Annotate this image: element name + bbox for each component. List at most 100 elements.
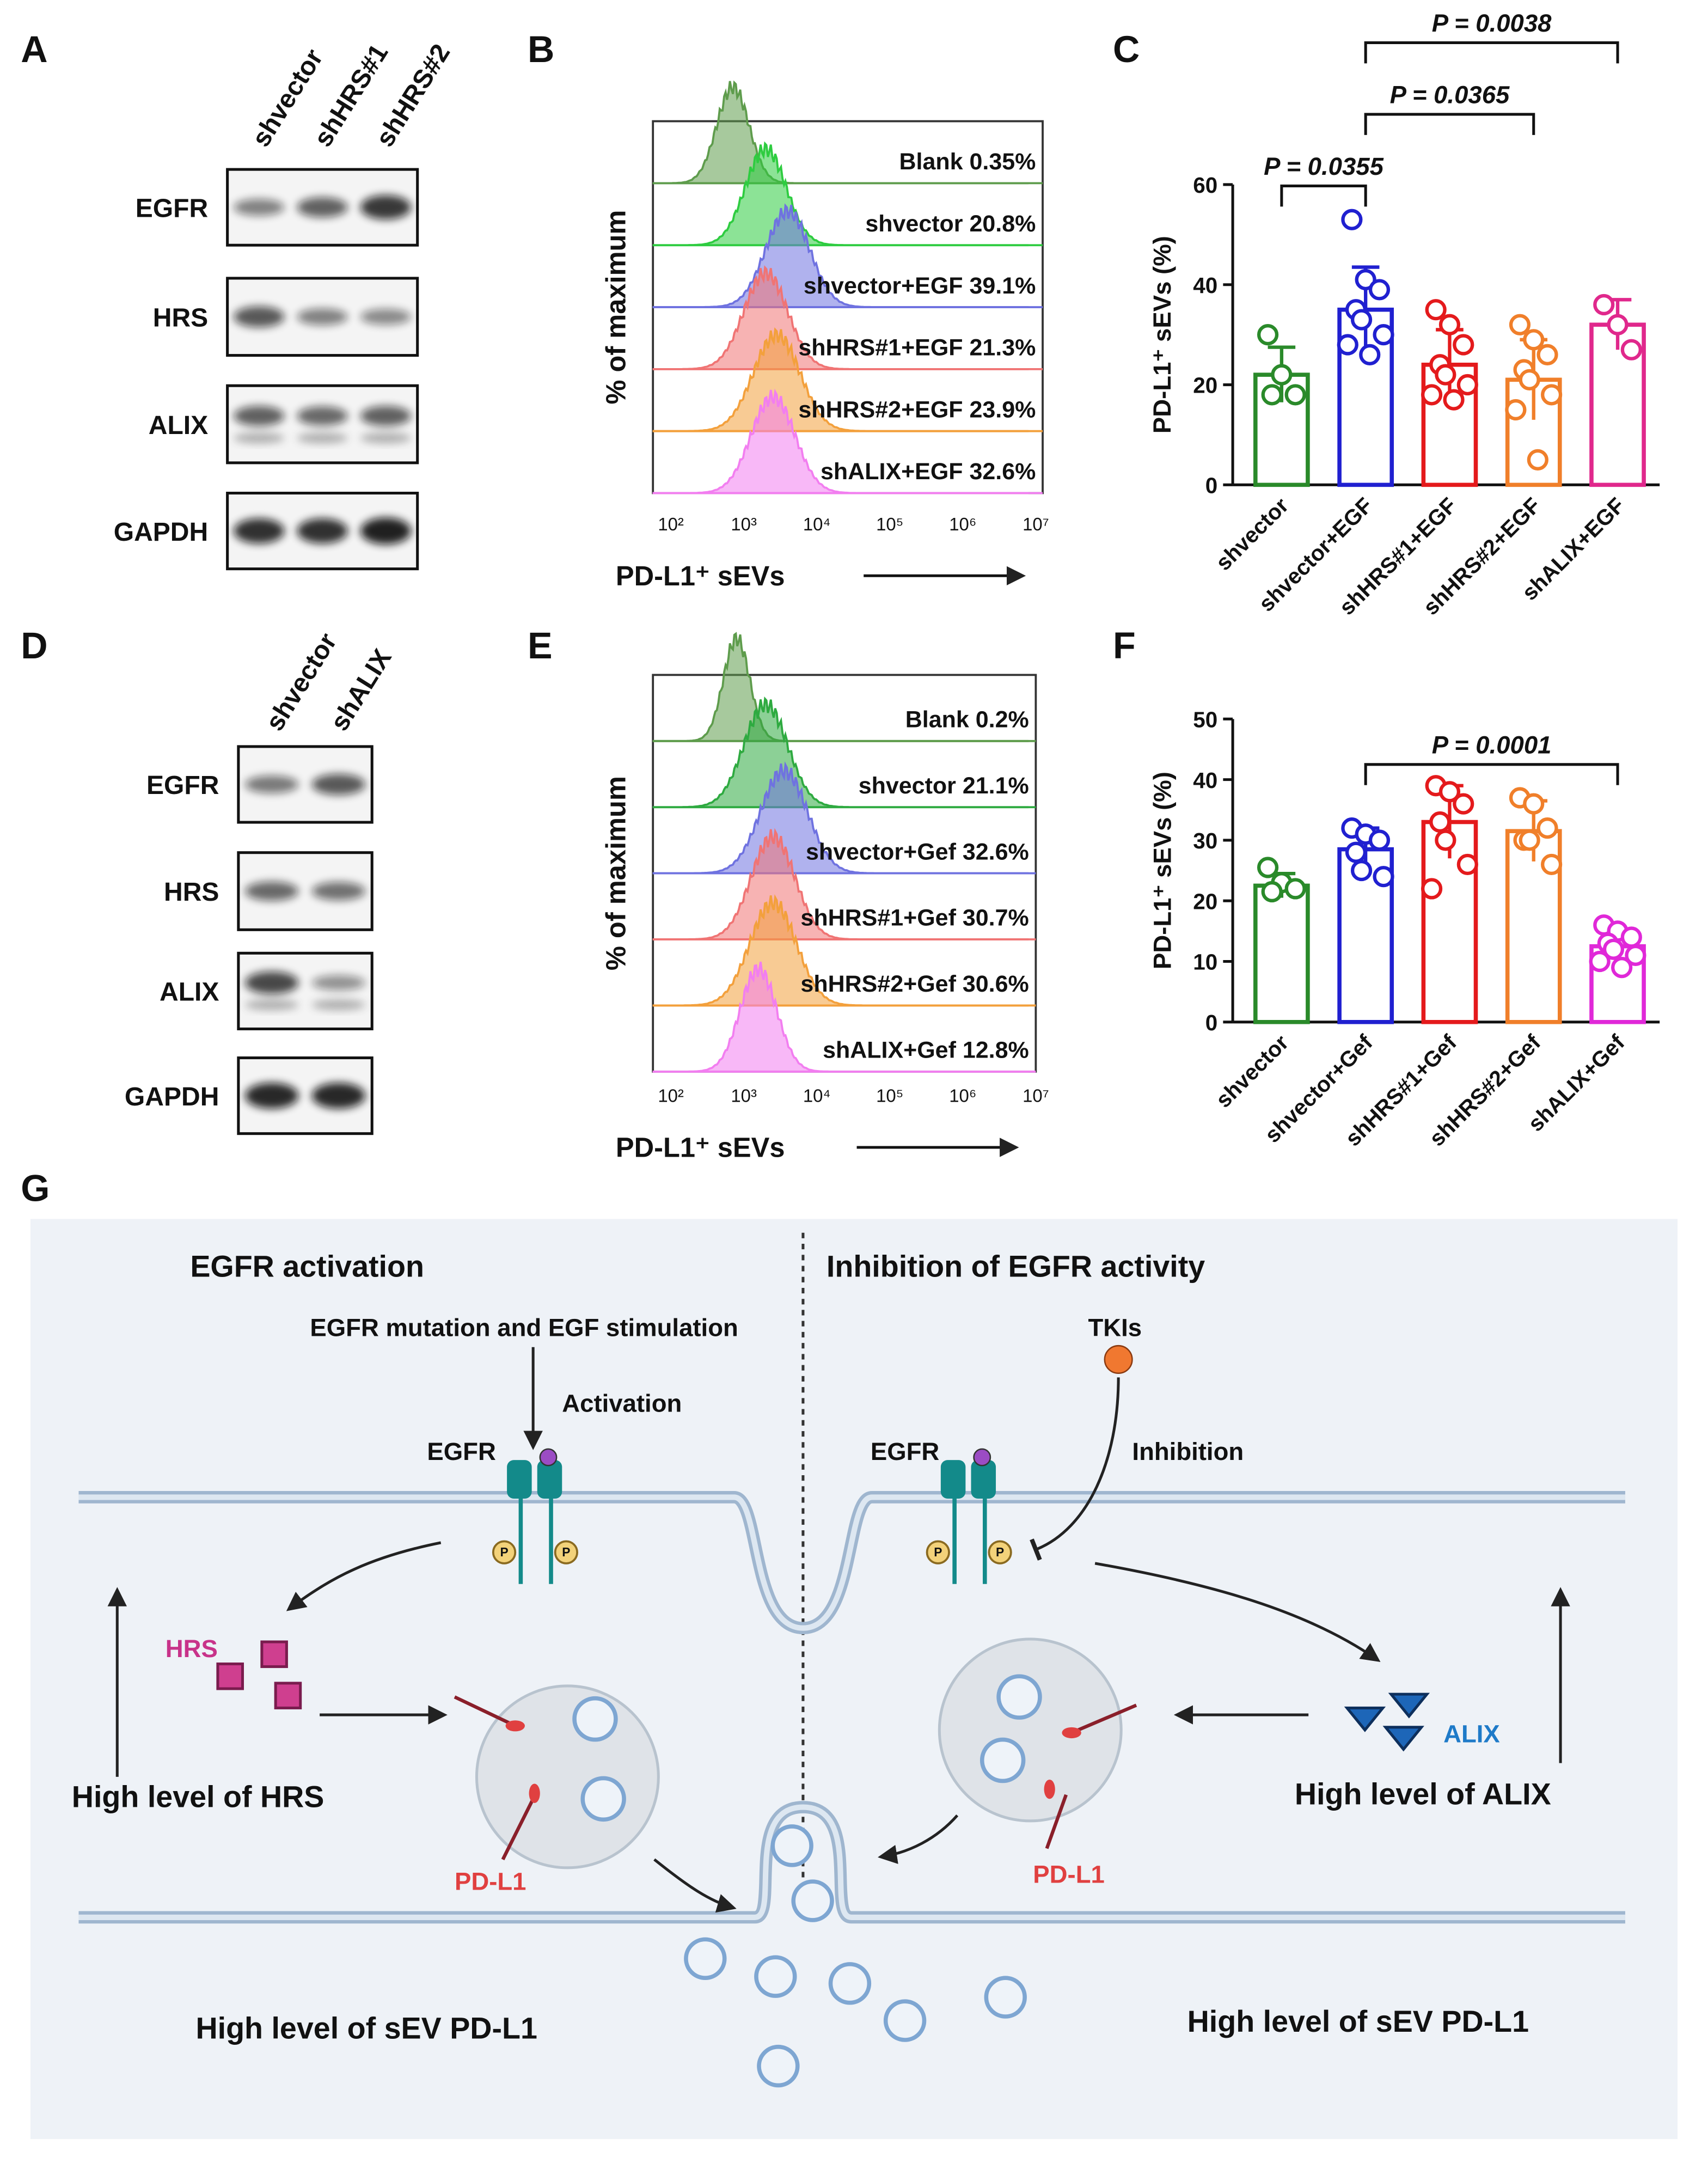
sample-label: Blank 0.35% (899, 149, 1036, 175)
blot-band (245, 775, 299, 793)
membrane-inner (78, 1804, 1625, 1920)
blot-band (311, 1083, 365, 1109)
data-point (1257, 857, 1279, 878)
data-point (1435, 829, 1456, 851)
blot-band (245, 1083, 299, 1109)
data-point (1261, 384, 1283, 406)
sample-label: shHRS#2+Gef 30.6% (800, 971, 1029, 997)
alix-proteins (1344, 1692, 1430, 1752)
data-point (1421, 384, 1443, 406)
blot-band (360, 517, 412, 545)
phospho-circles (492, 1540, 1012, 1565)
panel-letter: F (1113, 625, 1136, 667)
y-tick-label: 10 (1193, 950, 1217, 975)
inhibition: Inhibition (1132, 1438, 1244, 1465)
membrane-inner (78, 1494, 1625, 1631)
stimulus: EGFR mutation and EGF stimulation (310, 1313, 738, 1341)
data-point (1261, 881, 1283, 903)
blot-band (311, 774, 365, 795)
x-tick-label: 10⁴ (803, 1085, 831, 1105)
sample-label: shHRS#2+EGF 23.9% (798, 396, 1036, 423)
activation: Activation (562, 1390, 682, 1417)
data-point (1589, 950, 1611, 973)
sample-label: shALIX+Gef 12.8% (823, 1037, 1029, 1064)
arrows (107, 1347, 1570, 1913)
data-point (1429, 811, 1451, 833)
data-point (1435, 364, 1456, 386)
blot-band (360, 406, 412, 426)
p-value: P = 0.0001 (1432, 731, 1552, 759)
sev-level: High level of sEV PD-L1 (195, 2011, 537, 2045)
blot-band (311, 999, 365, 1011)
protein-label: HRS (153, 303, 208, 332)
data-point (1602, 938, 1625, 960)
x-tick-label: shvector (1211, 1030, 1294, 1113)
hrs-label: HRS (166, 1635, 218, 1663)
data-point (1368, 279, 1391, 301)
significance-bracket (1364, 41, 1619, 64)
diagram: EGFR activation Inhibition of EGFR activ… (30, 1219, 1678, 2140)
panel-letter: E (528, 625, 553, 667)
data-point (1519, 829, 1540, 851)
phospho-label: P (562, 1545, 570, 1559)
blot-band (234, 406, 285, 426)
blot-band (360, 309, 412, 325)
receptors (507, 1448, 996, 1584)
protein-label: GAPDH (114, 518, 209, 547)
x-tick-label: 10³ (731, 514, 757, 534)
x-tick-label: 10⁷ (1023, 514, 1049, 534)
x-axis-label: PD-L1⁺ sEVs (616, 1132, 785, 1163)
sample-label: shHRS#1+EGF 21.3% (798, 335, 1036, 361)
data-point (1519, 369, 1540, 390)
p-value: P = 0.0365 (1390, 81, 1510, 109)
y-tick-label: 60 (1193, 173, 1217, 198)
data-point (1541, 384, 1563, 406)
y-axis-label: PD-L1⁺ sEVs (%) (1148, 772, 1176, 969)
blot-band (297, 308, 348, 326)
data-point (1350, 309, 1373, 331)
data-point (1453, 334, 1474, 356)
data-point (1536, 817, 1558, 839)
vesicles (572, 1674, 1042, 2088)
blot-band (297, 197, 348, 218)
sample-label: shHRS#1+Gef 30.7% (800, 905, 1029, 931)
data-point (1284, 384, 1306, 406)
egfr-label: EGFR (871, 1438, 939, 1465)
y-axis-label: % of maximum (601, 210, 632, 405)
data-point (1284, 878, 1306, 900)
protein-label: ALIX (160, 978, 219, 1007)
data-point (1425, 299, 1447, 321)
blot-band (297, 432, 348, 444)
y-tick-label: 20 (1193, 373, 1217, 398)
right-title: Inhibition of EGFR activity (827, 1250, 1205, 1284)
blot-band (297, 406, 348, 426)
sample-label: shALIX+EGF 32.6% (821, 459, 1036, 485)
data-point (1593, 294, 1615, 316)
panel-letter: D (21, 625, 47, 667)
protein-label: HRS (164, 878, 219, 907)
y-axis-label: PD-L1⁺ sEVs (%) (1148, 236, 1176, 433)
alix-label: ALIX (1443, 1720, 1500, 1748)
alix-level: High level of ALIX (1295, 1777, 1551, 1811)
data-point (1625, 944, 1646, 966)
data-point (1523, 329, 1545, 351)
hrs-proteins (216, 1640, 302, 1709)
sample-label: shvector+Gef 32.6% (806, 839, 1029, 865)
x-tick-label: 10² (658, 1085, 684, 1105)
pd-l1-molecules (454, 1695, 1137, 1861)
data-point (1438, 314, 1461, 335)
blot-band (297, 518, 348, 544)
x-tick-label: shvector (1211, 492, 1294, 575)
data-point (1536, 344, 1558, 366)
data-point (1355, 268, 1376, 291)
x-tick-label: 10³ (731, 1085, 757, 1105)
protein-label: EGFR (136, 194, 208, 223)
blot-band (245, 881, 299, 901)
significance-bracket (1364, 763, 1619, 785)
protein-label: EGFR (146, 771, 219, 800)
panel-letter: G (21, 1168, 50, 1209)
x-tick-label: 10⁶ (949, 514, 976, 534)
significance-bracket (1280, 184, 1367, 207)
sev-level: High level of sEV PD-L1 (1187, 2005, 1529, 2038)
